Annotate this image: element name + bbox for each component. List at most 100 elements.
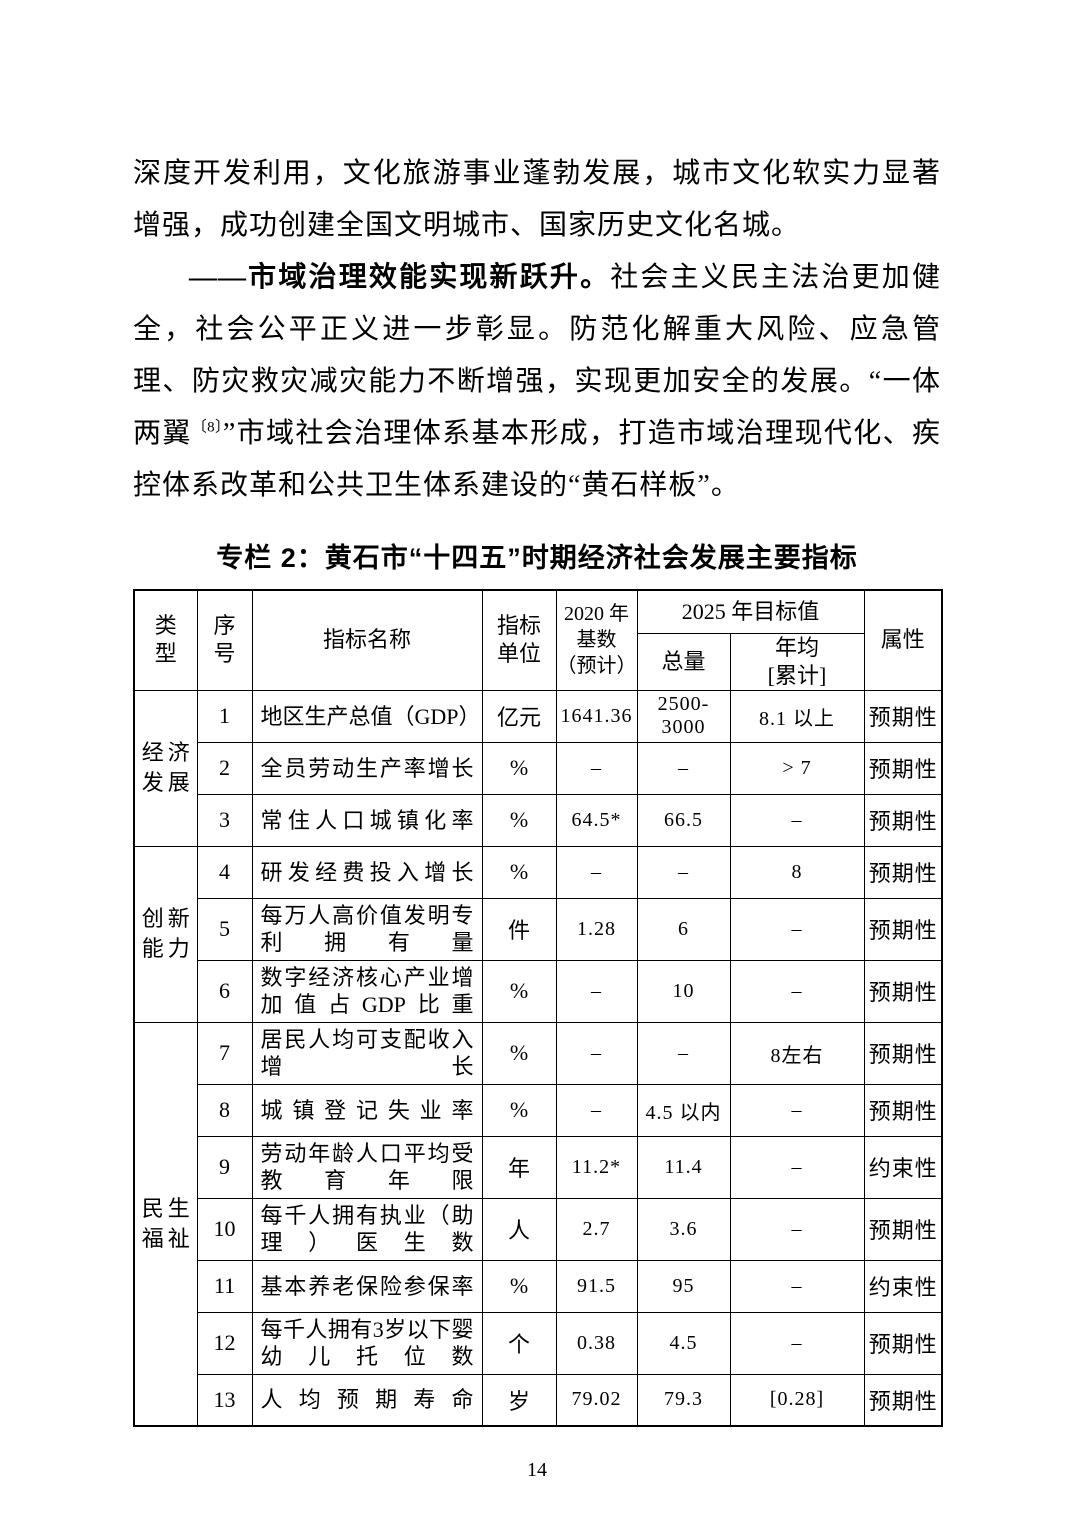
cell-attribute: 预期性	[863, 741, 943, 795]
cell-no: 13	[196, 1373, 253, 1427]
cell-target-total: 11.4	[636, 1135, 731, 1199]
cell-no: 3	[196, 793, 253, 847]
cell-base-2020: –	[555, 845, 638, 899]
cell-base-2020: 91.5	[555, 1259, 638, 1313]
cell-attribute: 预期性	[863, 1373, 943, 1427]
cell-indicator-name: 劳动年龄人口平均受教育年限	[251, 1135, 483, 1199]
header-base-2020: 2020 年 基数 （预计）	[555, 589, 638, 691]
cell-category-economy: 经济发展	[133, 689, 198, 847]
paragraph-governance-lead: ——市域治理效能实现新跃升。	[189, 262, 611, 293]
cell-unit: 年	[481, 1135, 557, 1199]
cell-attribute: 预期性	[863, 1021, 943, 1085]
header-annual: 年均 [累计]	[729, 632, 865, 691]
attribute-text: 预期性	[868, 918, 937, 943]
cell-indicator-name: 常住人口城镇化率	[251, 793, 483, 847]
cell-unit: %	[481, 1021, 557, 1085]
cell-target-annual: –	[729, 793, 865, 847]
cell-target-annual: –	[729, 1135, 865, 1199]
cell-target-annual: –	[729, 1259, 865, 1313]
cell-unit: %	[481, 741, 557, 795]
cell-unit: 亿元	[481, 689, 557, 743]
paragraph-culture: 深度开发利用，文化旅游事业蓬勃发展，城市文化软实力显著增强，成功创建全国文明城市…	[133, 158, 941, 241]
cell-unit: 个	[481, 1311, 557, 1375]
cell-indicator-name: 每千人拥有3岁以下婴幼儿托位数	[251, 1311, 483, 1375]
cell-target-annual: 8.1 以上	[729, 689, 865, 743]
header-row-1: 类 型 序 号 指标名称 指标 单位 2020 年 基数 （预计） 2025 年…	[133, 589, 943, 691]
cell-no: 12	[196, 1311, 253, 1375]
cell-unit: 岁	[481, 1373, 557, 1427]
cell-base-2020: 1641.36	[555, 689, 638, 743]
cell-target-annual: –	[729, 1197, 865, 1261]
header-unit: 指标 单位	[481, 589, 557, 691]
cell-unit: 件	[481, 897, 557, 961]
cell-target-annual: [0.28]	[729, 1373, 865, 1427]
cell-attribute: 预期性	[863, 959, 943, 1023]
category-text: 经济发展	[141, 740, 190, 795]
cell-base-2020: 79.02	[555, 1373, 638, 1427]
cell-attribute: 预期性	[863, 1083, 943, 1137]
cell-target-annual: –	[729, 1311, 865, 1375]
attribute-text: 预期性	[868, 861, 937, 886]
cell-unit: 人	[481, 1197, 557, 1261]
header-attribute: 属性	[863, 589, 943, 691]
cell-unit: %	[481, 1083, 557, 1137]
cell-attribute: 预期性	[863, 897, 943, 961]
cell-attribute: 预期性	[863, 1311, 943, 1375]
cell-base-2020: –	[555, 741, 638, 795]
attribute-text: 约束性	[868, 1275, 937, 1300]
cell-target-total: 2500-3000	[636, 689, 731, 743]
cell-indicator-name: 地区生产总值（GDP）	[251, 689, 483, 743]
paragraph-governance: ——市域治理效能实现新跃升。社会主义民主法治更加健全，社会公平正义进一步彰显。防…	[133, 252, 941, 512]
indicators-table: 类 型 序 号 指标名称 指标 单位 2020 年 基数 （预计） 2025 年…	[133, 589, 944, 1427]
table-row: 5 每万人高价值发明专利拥有量 件 1.28 6 – 预期性	[134, 897, 943, 961]
table-row: 13 人均预期寿命 岁 79.02 79.3 [0.28] 预期性	[134, 1373, 943, 1427]
attribute-text: 预期性	[868, 980, 937, 1005]
cell-target-annual: 8	[729, 845, 865, 899]
category-text: 创新能力	[141, 906, 190, 961]
cell-base-2020: 64.5*	[555, 793, 638, 847]
table-row: 创新能力 4 研发经费投入增长 % – – 8 预期性	[133, 845, 943, 1023]
cell-target-total: –	[636, 1021, 731, 1085]
cell-target-total: 3.6	[636, 1197, 731, 1261]
attribute-text: 预期性	[868, 1332, 937, 1357]
table-row: 11 基本养老保险参保率 % 91.5 95 – 约束性	[134, 1259, 943, 1313]
cell-base-2020: –	[555, 959, 638, 1023]
attribute-text: 预期性	[868, 809, 937, 834]
header-target-2025: 2025 年目标值	[636, 589, 865, 634]
cell-no: 7	[196, 1021, 253, 1085]
cell-no: 1	[196, 689, 253, 743]
cell-target-total: 95	[636, 1259, 731, 1313]
cell-target-annual: 8左右	[729, 1021, 865, 1085]
cell-indicator-name: 人均预期寿命	[251, 1373, 483, 1427]
table-row: 2 全员劳动生产率增长 % – – > 7 预期性	[134, 741, 943, 795]
cell-unit: %	[481, 1259, 557, 1313]
cell-target-annual: –	[729, 1083, 865, 1137]
header-total: 总量	[636, 632, 731, 691]
attribute-text: 预期性	[868, 1388, 937, 1414]
cell-attribute: 预期性	[863, 1197, 943, 1261]
cell-target-total: 4.5	[636, 1311, 731, 1375]
table-row: 经济发展 1 地区生产总值（GDP） 亿元 1641.36 2500-3000 …	[133, 689, 943, 847]
cell-indicator-name: 城镇登记失业率	[251, 1083, 483, 1137]
cell-no: 10	[196, 1197, 253, 1261]
cell-target-total: 6	[636, 897, 731, 961]
cell-no: 9	[196, 1135, 253, 1199]
cell-base-2020: 2.7	[555, 1197, 638, 1261]
cell-target-total: 10	[636, 959, 731, 1023]
table-title: 专栏 2：黄石市“十四五”时期经济社会发展主要指标	[216, 543, 858, 573]
cell-no: 11	[196, 1259, 253, 1313]
cell-target-total: 66.5	[636, 793, 731, 847]
cell-target-total: –	[636, 845, 731, 899]
cell-indicator-name: 研发经费投入增长	[251, 845, 483, 899]
header-no: 序 号	[196, 589, 253, 691]
table-row: 12 每千人拥有3岁以下婴幼儿托位数 个 0.38 4.5 – 预期性	[134, 1311, 943, 1375]
table-row: 10 每千人拥有执业（助理）医生数 人 2.7 3.6 – 预期性	[134, 1197, 943, 1261]
table-body: 经济发展 1 地区生产总值（GDP） 亿元 1641.36 2500-3000 …	[133, 689, 943, 1427]
page-number: 14	[527, 1459, 547, 1481]
cell-target-annual: –	[729, 959, 865, 1023]
cell-no: 6	[196, 959, 253, 1023]
cell-indicator-name: 数字经济核心产业增加值占GDP比重	[251, 959, 483, 1023]
cell-indicator-name: 每千人拥有执业（助理）医生数	[251, 1197, 483, 1261]
cell-indicator-name: 全员劳动生产率增长	[251, 741, 483, 795]
